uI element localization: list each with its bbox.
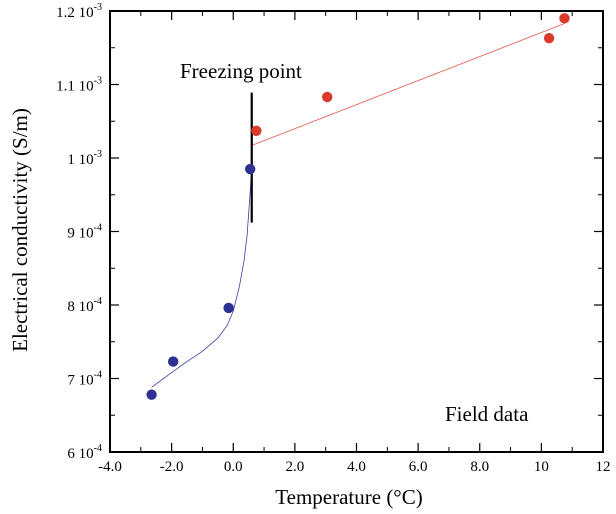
y-tick-label: 7 10-4 — [67, 370, 102, 389]
x-tick-label: 10 — [534, 459, 549, 475]
y-tick-label: 8 10-4 — [67, 296, 102, 315]
field-data-label: Field data — [445, 402, 529, 426]
x-tick-label: 0.0 — [224, 459, 243, 475]
data-point-s2-4 — [559, 13, 570, 24]
y-tick-label: 1 10-3 — [67, 149, 102, 168]
fit-line-1 — [151, 168, 253, 388]
y-axis-title: Electrical conductivity (S/m) — [8, 108, 32, 352]
x-tick-label: 12 — [596, 459, 611, 475]
plot-frame — [109, 10, 604, 453]
y-tick-label: 9 10-4 — [67, 223, 102, 242]
x-axis-title: Temperature (°C) — [275, 485, 422, 509]
data-point-s1-2 — [167, 356, 179, 367]
freezing-point-label: Freezing point — [180, 59, 302, 83]
y-tick-label: 6 10-4 — [67, 443, 102, 462]
tick-labels: -4.0 -2.0 0.0 2.0 4.0 6.0 8.0 10 12 6 10-4 7 10-4 8… — [56, 2, 610, 475]
fit-line-2 — [251, 23, 565, 146]
y-tick-label: 1.1 10-3 — [56, 76, 102, 95]
x-tick-label: 8.0 — [470, 459, 489, 475]
x-tick-label: -4.0 — [98, 459, 122, 475]
x-tick-label: -2.0 — [160, 459, 184, 475]
x-tick-label: 6.0 — [409, 459, 428, 475]
data-point-s1-4 — [244, 163, 256, 175]
fit-curves — [151, 23, 565, 388]
y-tick-label: 1.2 10-3 — [56, 2, 102, 21]
data-point-s1-3 — [223, 302, 234, 314]
data-point-s2-3 — [543, 32, 555, 44]
x-tick-label: 4.0 — [347, 459, 366, 475]
data-points — [146, 13, 570, 400]
data-point-s2-2 — [322, 91, 333, 103]
data-point-s1-1 — [146, 389, 157, 400]
x-tick-label: 2.0 — [286, 459, 305, 475]
data-point-s2-1 — [251, 125, 262, 137]
